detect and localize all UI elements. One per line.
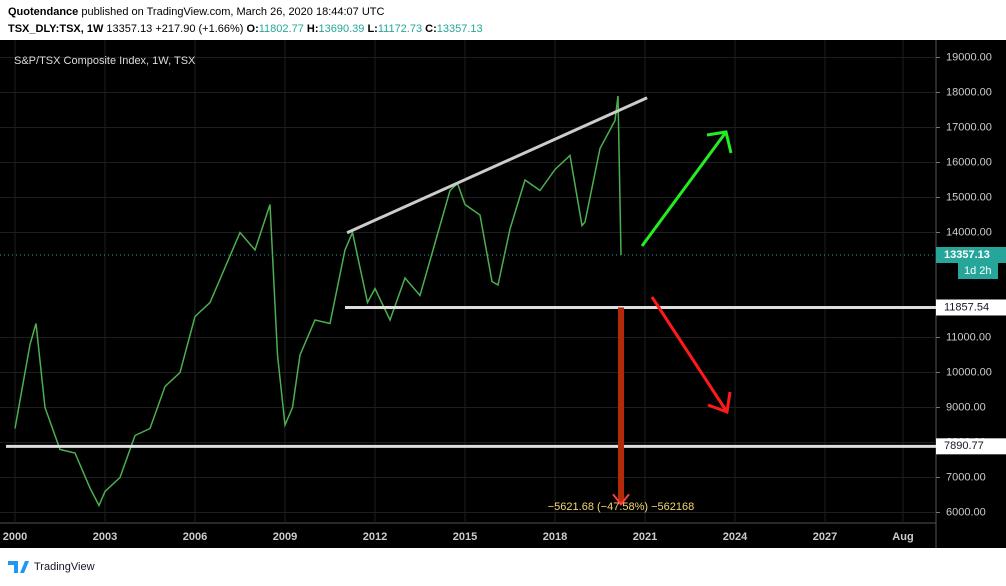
h: 13690.39 [319,23,365,35]
brand: TradingView [34,561,95,573]
level-label: 11857.54 [944,301,989,313]
y-tick-label: 16000.00 [946,156,992,168]
y-tick-label: 7000.00 [946,471,986,483]
l-label: L: [367,23,377,35]
price-line [14,95,622,508]
measure-bar [618,307,624,505]
y-tick-label: 11000.00 [946,331,991,343]
change: +217.90 (+1.66%) [155,23,243,35]
chart-bg [0,40,1006,548]
chart-title: S&P/TSX Composite Index, 1W, TSX [14,55,196,67]
down-arrowhead [707,391,732,415]
current-price-box [936,247,1006,264]
y-tick-label: 14000.00 [946,226,992,238]
symbol-line: TSX_DLY:TSX, 1W 13357.13 +217.90 (+1.66%… [8,23,483,35]
down-arrow [650,296,729,413]
logo [8,561,29,573]
x-tick-label: Aug [892,531,913,543]
y-tick-label: 17000.00 [946,121,992,133]
level-box [936,438,1006,455]
x-tick-label: 2021 [633,531,657,543]
x-tick-label: 2009 [273,531,297,543]
o: 11802.77 [259,23,304,35]
o-label: O: [247,23,259,35]
x-tick-label: 2003 [93,531,117,543]
y-tick-label: 19000.00 [946,51,992,63]
measure-arrowhead [612,493,630,506]
y-tick-label: 18000.00 [946,86,992,98]
current-price-label: 13357.13 [944,249,990,261]
trend-line [346,96,648,235]
y-tick-label: 15000.00 [946,191,992,203]
y-tick-label: 10000.00 [946,366,992,378]
h-label: H: [307,23,319,35]
level-box [936,299,1006,316]
y-tick-label: 9000.00 [946,401,986,413]
level-label: 7890.77 [944,440,984,452]
countdown-box [958,263,998,280]
header-line: Quotendance published on TradingView.com… [8,6,385,18]
last: 13357.13 [106,23,152,35]
y-tick-label: 6000.00 [946,506,986,518]
l: 11172.73 [378,23,422,35]
author: Quotendance [8,6,78,18]
x-tick-label: 2024 [723,531,748,543]
symbol: TSX_DLY:TSX, 1W [8,23,104,35]
footer-bg [0,548,1006,586]
c-label: C: [425,23,437,35]
x-tick-label: 2000 [3,531,27,543]
countdown-label: 1d 2h [964,265,992,277]
plot: 6000.007000.008000.009000.0010000.001100… [0,40,1006,543]
header-bg [0,0,1006,40]
x-tick-label: 2015 [453,531,477,543]
x-tick-label: 2018 [543,531,567,543]
x-tick-label: 2006 [183,531,207,543]
measure-label: −5621.68 (−47.58%) −562168 [548,501,695,513]
published: published on TradingView.com, March 26, … [81,6,384,18]
up-arrowhead [706,130,733,154]
c: 13357.13 [437,23,483,35]
x-tick-label: 2027 [813,531,837,543]
x-tick-label: 2012 [363,531,387,543]
up-arrow [640,131,728,247]
